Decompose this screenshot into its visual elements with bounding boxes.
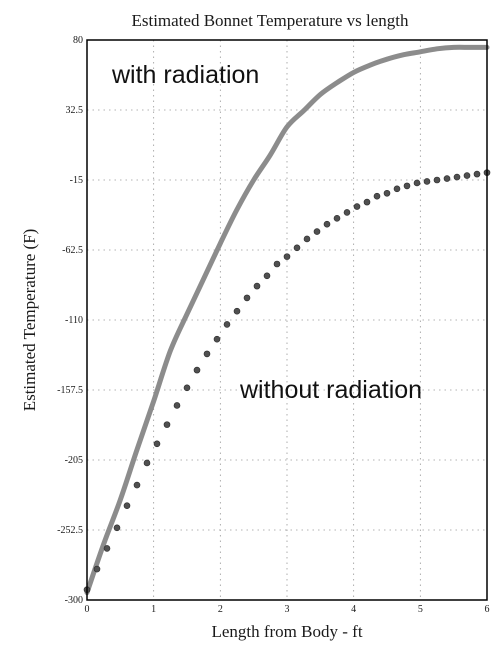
y-tick-label: -15 <box>70 175 83 186</box>
series-point-without-radiation <box>113 524 121 532</box>
series-point-without-radiation <box>393 185 401 193</box>
plot-frame <box>86 39 488 601</box>
series-point-without-radiation <box>173 402 181 409</box>
series-point-without-radiation <box>183 384 191 392</box>
x-tick-label: 3 <box>285 604 290 615</box>
y-tick-label: -205 <box>65 455 83 466</box>
series-point-without-radiation <box>233 307 241 315</box>
series-point-without-radiation <box>273 260 281 268</box>
series-point-without-radiation <box>313 228 321 235</box>
series-point-without-radiation <box>163 421 171 428</box>
series-point-without-radiation <box>213 335 221 343</box>
y-tick-label: 32.5 <box>66 105 84 116</box>
x-tick-label: 6 <box>485 604 490 615</box>
x-axis-label: Length from Body - ft <box>211 622 362 641</box>
series-point-without-radiation <box>93 565 101 573</box>
series-point-without-radiation <box>373 192 381 200</box>
series-point-without-radiation <box>303 235 311 243</box>
tick-labels: 0 1 2 3 4 5 6 -300 -252.5 -205 -157.5 -110 -62.5 -15 3… <box>57 35 489 615</box>
x-tick-label: 5 <box>418 604 423 615</box>
series-point-without-radiation <box>333 215 341 222</box>
series-line-with-radiation <box>84 44 490 596</box>
y-tick-label: -62.5 <box>62 245 83 256</box>
series-point-without-radiation <box>433 176 441 184</box>
y-tick-label: -300 <box>65 595 83 606</box>
y-tick-label: -157.5 <box>57 385 83 396</box>
x-tick-label: 0 <box>85 604 90 615</box>
series-point-without-radiation <box>423 178 431 185</box>
series-point-without-radiation <box>133 481 141 489</box>
x-tick-label: 1 <box>151 604 156 615</box>
series-point-without-radiation <box>253 282 261 290</box>
annotation-without-radiation: without radiation <box>239 376 422 404</box>
chart-title: Estimated Bonnet Temperature vs length <box>131 11 409 30</box>
annotation-with-radiation: with radiation <box>111 61 259 89</box>
series-point-without-radiation <box>193 366 201 374</box>
gridlines <box>87 40 487 600</box>
x-tick-label: 4 <box>351 604 356 615</box>
series-point-without-radiation <box>223 321 231 328</box>
series-point-without-radiation <box>353 203 361 210</box>
series-point-without-radiation <box>103 545 111 552</box>
series-point-without-radiation <box>343 209 351 216</box>
series-point-without-radiation <box>203 350 211 358</box>
y-tick-label: -110 <box>65 315 83 326</box>
series-point-without-radiation <box>283 253 291 260</box>
series-point-without-radiation <box>243 294 251 302</box>
y-tick-label: -252.5 <box>57 525 83 536</box>
series-point-without-radiation <box>473 170 481 178</box>
series-point-without-radiation <box>323 220 331 228</box>
y-axis-label: Estimated Temperature (F) <box>20 229 39 412</box>
series-point-without-radiation <box>443 175 451 182</box>
series-point-without-radiation <box>463 172 471 179</box>
series-point-without-radiation <box>293 244 301 252</box>
x-tick-label: 2 <box>218 604 223 615</box>
series-point-without-radiation <box>363 198 371 206</box>
series-point-without-radiation <box>383 189 391 197</box>
series-point-without-radiation <box>153 440 161 448</box>
series-layer <box>83 44 491 596</box>
series-point-without-radiation <box>413 179 421 187</box>
series-point-without-radiation <box>123 502 131 509</box>
series-point-without-radiation <box>403 182 411 190</box>
series-point-without-radiation <box>263 272 271 280</box>
y-tick-label: 80 <box>73 35 83 46</box>
series-point-without-radiation <box>453 173 461 181</box>
series-point-without-radiation <box>143 459 151 467</box>
